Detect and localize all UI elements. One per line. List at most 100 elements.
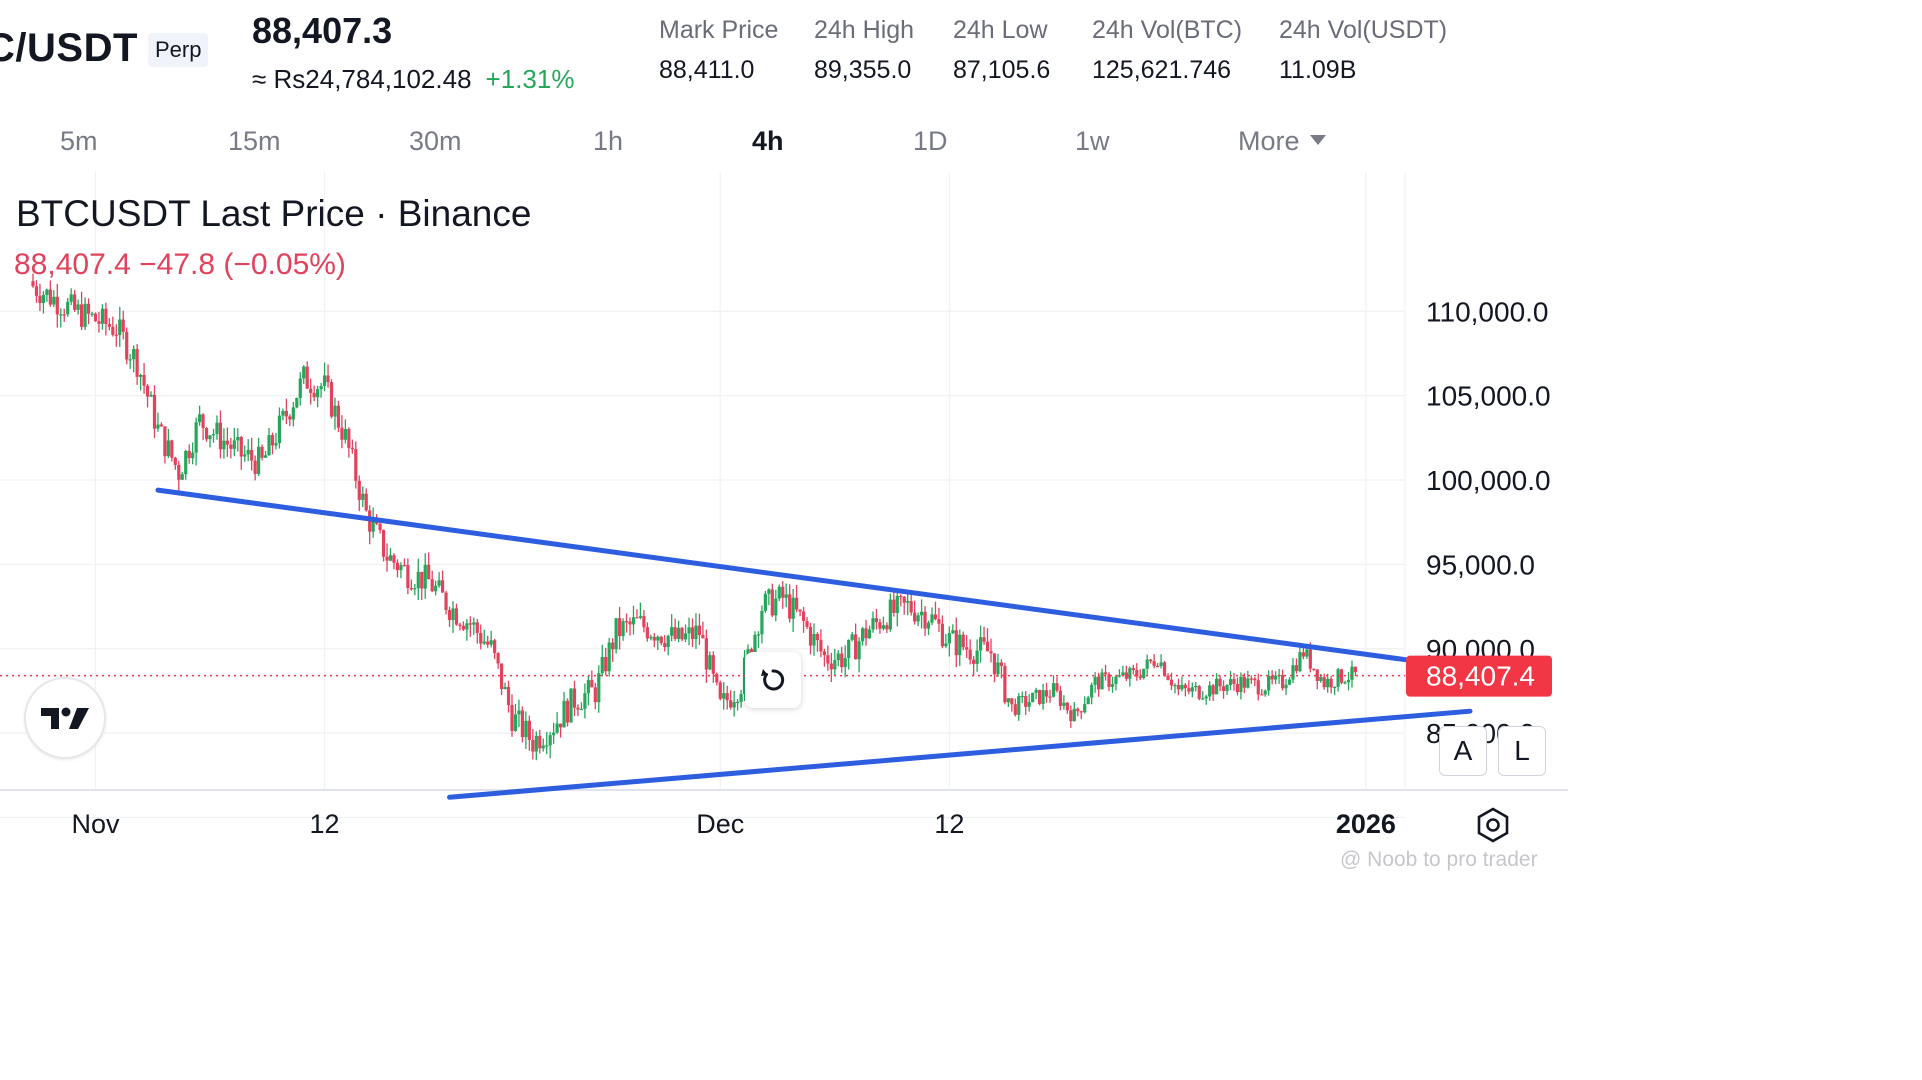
candle-body [1152,661,1156,666]
inr-price: ≈ Rs24,784,102.48 [252,64,472,94]
time-axis[interactable]: Nov 12 Dec 12 2026 [71,809,1395,839]
candle-body [951,630,955,634]
candle-body [1065,702,1069,711]
candle-body [690,627,695,640]
candle-body [708,655,712,670]
candle-body [475,622,479,633]
candle-body [76,304,80,310]
tab-timeframe-1w[interactable]: 1w [1075,126,1110,156]
timeframe-more-button[interactable]: More [1238,126,1326,157]
candle-body [250,449,254,461]
candle-body [1149,659,1153,662]
candle-body [635,617,639,619]
stat-label: 24h High [814,16,915,44]
tab-timeframe-1h[interactable]: 1h [593,126,624,156]
tab-timeframe-15m[interactable]: 15m [228,126,281,156]
candle-body [1176,685,1181,690]
candle-body [548,735,552,746]
auto-scale-button[interactable]: A [1439,726,1487,776]
log-scale-button[interactable]: L [1498,726,1546,776]
candle-body [121,319,125,332]
candle-body [145,385,150,397]
candle-body [73,294,77,310]
candle-body [257,446,261,474]
candle-body [31,281,35,287]
candle-body [711,655,715,674]
candle-body [843,658,847,668]
candle-body [1138,676,1142,679]
stat-label: 24h Low [953,16,1048,44]
candle-body [1024,696,1028,707]
tab-timeframe-1d[interactable]: 1D [913,126,948,156]
candle-body [1086,697,1090,705]
candle-body [288,416,292,420]
candle-body [1044,690,1049,697]
candle-body [1232,679,1236,685]
candle-body [919,611,924,616]
candle-body [701,635,705,639]
stat-value: 89,355.0 [814,56,912,84]
candle-body [97,321,101,324]
candle-body [649,636,653,639]
candle-body [1249,678,1253,680]
candle-body [371,520,375,532]
candle-body [1156,665,1160,668]
candle-body [260,446,264,458]
candle-body [1110,684,1115,687]
candle-body [982,637,986,642]
candle-body [694,625,698,640]
candle-body [1322,677,1326,688]
tradingview-logo-icon[interactable] [24,677,106,759]
candle-body [1187,688,1191,692]
candle-body [1319,677,1323,681]
candle-body [618,618,622,637]
candle-body [992,653,997,675]
price-chart[interactable]: 110,000.0105,000.0100,000.095,000.090,00… [0,0,1568,880]
candle-body [406,565,410,589]
candle-body [965,647,969,650]
candle-body [1013,704,1017,715]
candle-body [631,617,636,625]
reset-icon [761,669,785,691]
candle-body [1204,696,1208,699]
candle-body [149,394,153,397]
candle-body [1010,698,1014,705]
stat-value: 11.09B [1279,56,1357,84]
candle-body [968,649,972,660]
candle-body [243,454,247,457]
reset-chart-button[interactable] [745,652,801,708]
candle-body [552,732,556,736]
candle-body [989,651,993,654]
candle-body [1336,669,1340,687]
candle-body [579,708,584,711]
candle-body [760,610,764,635]
candle-body [1162,662,1167,676]
candle-body [38,295,42,303]
trendline-upper [155,487,1452,669]
candle-body [246,449,250,455]
candle-body [819,640,823,652]
current-price-tag-label: 88,407.4 [1426,661,1535,692]
symbol-name[interactable]: C/USDT [0,26,138,70]
candle-body [996,662,1000,675]
candle-body [972,659,976,664]
candle-body [493,640,497,654]
price-axis[interactable]: 110,000.0105,000.0100,000.095,000.090,00… [1406,296,1552,749]
candle-body [871,618,875,630]
candle-body [1145,659,1149,669]
candle-body [1069,710,1073,722]
candle-body [336,405,341,428]
candle-body [874,618,879,623]
candle-body [1003,665,1007,703]
tab-timeframe-5m[interactable]: 5m [60,126,98,156]
candle-body [1215,678,1219,695]
candle-body [718,682,722,699]
tab-timeframe-30m[interactable]: 30m [409,126,462,156]
chart-settings-icon[interactable] [1474,806,1512,844]
tab-timeframe-4h[interactable]: 4h [752,126,784,156]
candle-body [527,720,531,740]
candle-body [1142,668,1146,679]
candle-body [69,294,73,302]
candle-body [225,440,229,445]
candle-body [59,314,63,316]
